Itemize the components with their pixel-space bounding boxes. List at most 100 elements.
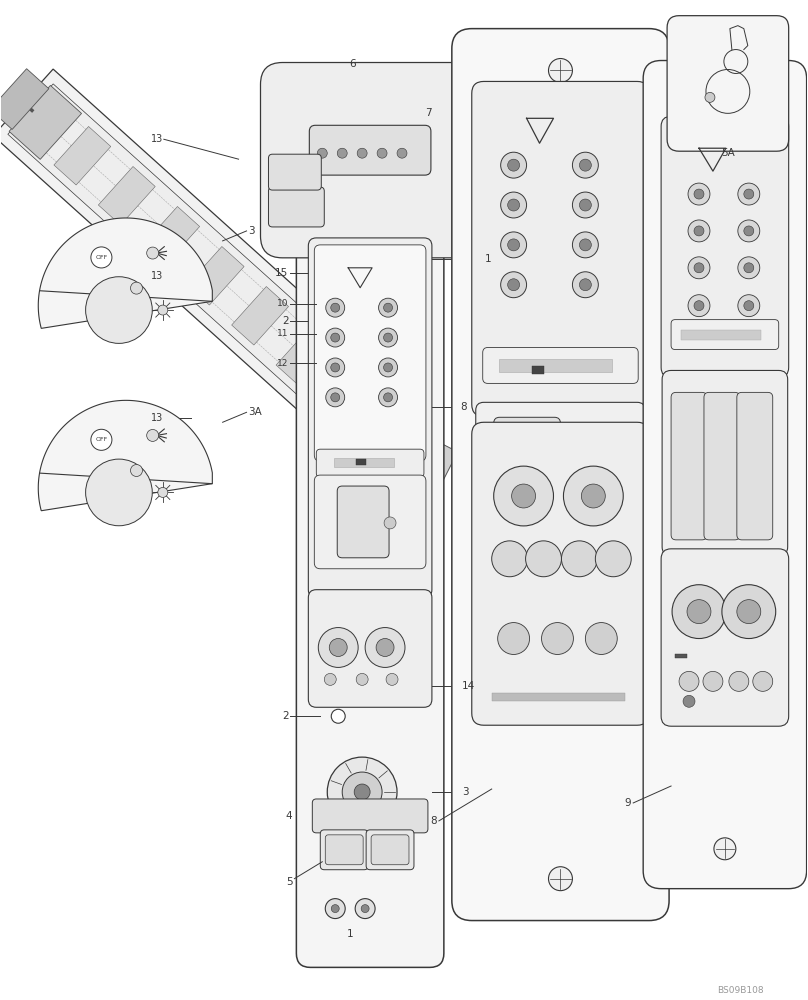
- FancyBboxPatch shape: [482, 348, 638, 383]
- Bar: [681, 330, 761, 340]
- Text: 13: 13: [150, 134, 163, 144]
- FancyBboxPatch shape: [643, 61, 806, 889]
- Circle shape: [373, 417, 384, 428]
- Circle shape: [343, 76, 362, 96]
- FancyBboxPatch shape: [309, 125, 431, 175]
- Text: 13: 13: [150, 271, 163, 281]
- FancyBboxPatch shape: [309, 590, 432, 707]
- Circle shape: [384, 363, 393, 372]
- FancyBboxPatch shape: [671, 320, 779, 350]
- FancyBboxPatch shape: [326, 835, 363, 865]
- Circle shape: [688, 183, 710, 205]
- Text: 12: 12: [277, 359, 288, 368]
- Circle shape: [330, 393, 339, 402]
- FancyBboxPatch shape: [476, 402, 645, 506]
- Circle shape: [365, 628, 405, 667]
- Text: 10: 10: [277, 299, 288, 308]
- Circle shape: [579, 199, 591, 211]
- Circle shape: [379, 358, 398, 377]
- Circle shape: [356, 899, 375, 919]
- Circle shape: [694, 226, 704, 236]
- Polygon shape: [54, 126, 111, 185]
- Circle shape: [737, 600, 761, 624]
- Circle shape: [579, 279, 591, 291]
- Circle shape: [131, 282, 142, 294]
- FancyBboxPatch shape: [494, 417, 561, 494]
- Circle shape: [744, 189, 754, 199]
- Text: BS09B108: BS09B108: [718, 986, 764, 995]
- Circle shape: [585, 623, 617, 654]
- Circle shape: [326, 328, 345, 347]
- Circle shape: [729, 671, 749, 691]
- Text: 11: 11: [277, 329, 288, 338]
- Text: 2: 2: [282, 316, 288, 326]
- Circle shape: [688, 220, 710, 242]
- FancyBboxPatch shape: [320, 830, 368, 870]
- Circle shape: [384, 393, 393, 402]
- FancyBboxPatch shape: [661, 549, 789, 726]
- Circle shape: [381, 408, 392, 419]
- Polygon shape: [341, 385, 431, 474]
- Polygon shape: [232, 287, 288, 345]
- Circle shape: [672, 585, 726, 639]
- Circle shape: [541, 623, 574, 654]
- Circle shape: [331, 905, 339, 913]
- Circle shape: [694, 189, 704, 199]
- Circle shape: [326, 260, 351, 286]
- Circle shape: [507, 159, 520, 171]
- Circle shape: [563, 466, 623, 526]
- Polygon shape: [143, 207, 200, 265]
- Text: 13: 13: [150, 413, 163, 423]
- FancyBboxPatch shape: [662, 370, 788, 556]
- Circle shape: [330, 333, 339, 342]
- Circle shape: [90, 429, 112, 450]
- Circle shape: [562, 541, 597, 577]
- Text: 3: 3: [462, 787, 469, 797]
- FancyBboxPatch shape: [667, 16, 789, 151]
- FancyBboxPatch shape: [297, 87, 444, 967]
- Polygon shape: [187, 247, 244, 305]
- Circle shape: [326, 899, 345, 919]
- Circle shape: [744, 301, 754, 311]
- Polygon shape: [0, 69, 438, 482]
- FancyBboxPatch shape: [704, 392, 740, 540]
- Bar: [532, 366, 544, 374]
- Circle shape: [356, 673, 368, 685]
- Circle shape: [744, 226, 754, 236]
- Circle shape: [86, 277, 152, 343]
- Text: 2: 2: [282, 711, 288, 721]
- Circle shape: [331, 314, 345, 328]
- Circle shape: [572, 152, 599, 178]
- Circle shape: [314, 249, 362, 297]
- Circle shape: [158, 487, 168, 497]
- Circle shape: [326, 388, 345, 407]
- Circle shape: [511, 484, 536, 508]
- FancyBboxPatch shape: [314, 245, 426, 461]
- Text: 3A: 3A: [249, 407, 263, 417]
- Circle shape: [694, 301, 704, 311]
- Circle shape: [372, 103, 392, 123]
- FancyBboxPatch shape: [314, 475, 426, 569]
- FancyBboxPatch shape: [737, 392, 772, 540]
- Circle shape: [397, 148, 407, 158]
- Text: 3: 3: [249, 226, 255, 236]
- Polygon shape: [0, 69, 48, 129]
- Circle shape: [694, 263, 704, 273]
- Circle shape: [337, 148, 347, 158]
- Circle shape: [365, 426, 376, 437]
- Circle shape: [744, 263, 754, 273]
- Circle shape: [361, 905, 369, 913]
- Circle shape: [379, 328, 398, 347]
- Bar: [492, 693, 625, 701]
- Circle shape: [158, 305, 168, 315]
- Circle shape: [384, 303, 393, 312]
- Bar: [335, 255, 343, 263]
- Bar: [675, 654, 687, 658]
- Text: 8: 8: [431, 816, 437, 826]
- Polygon shape: [38, 400, 213, 511]
- Circle shape: [147, 429, 158, 441]
- Circle shape: [525, 541, 562, 577]
- FancyBboxPatch shape: [366, 830, 414, 870]
- Circle shape: [90, 247, 112, 268]
- Circle shape: [384, 517, 396, 529]
